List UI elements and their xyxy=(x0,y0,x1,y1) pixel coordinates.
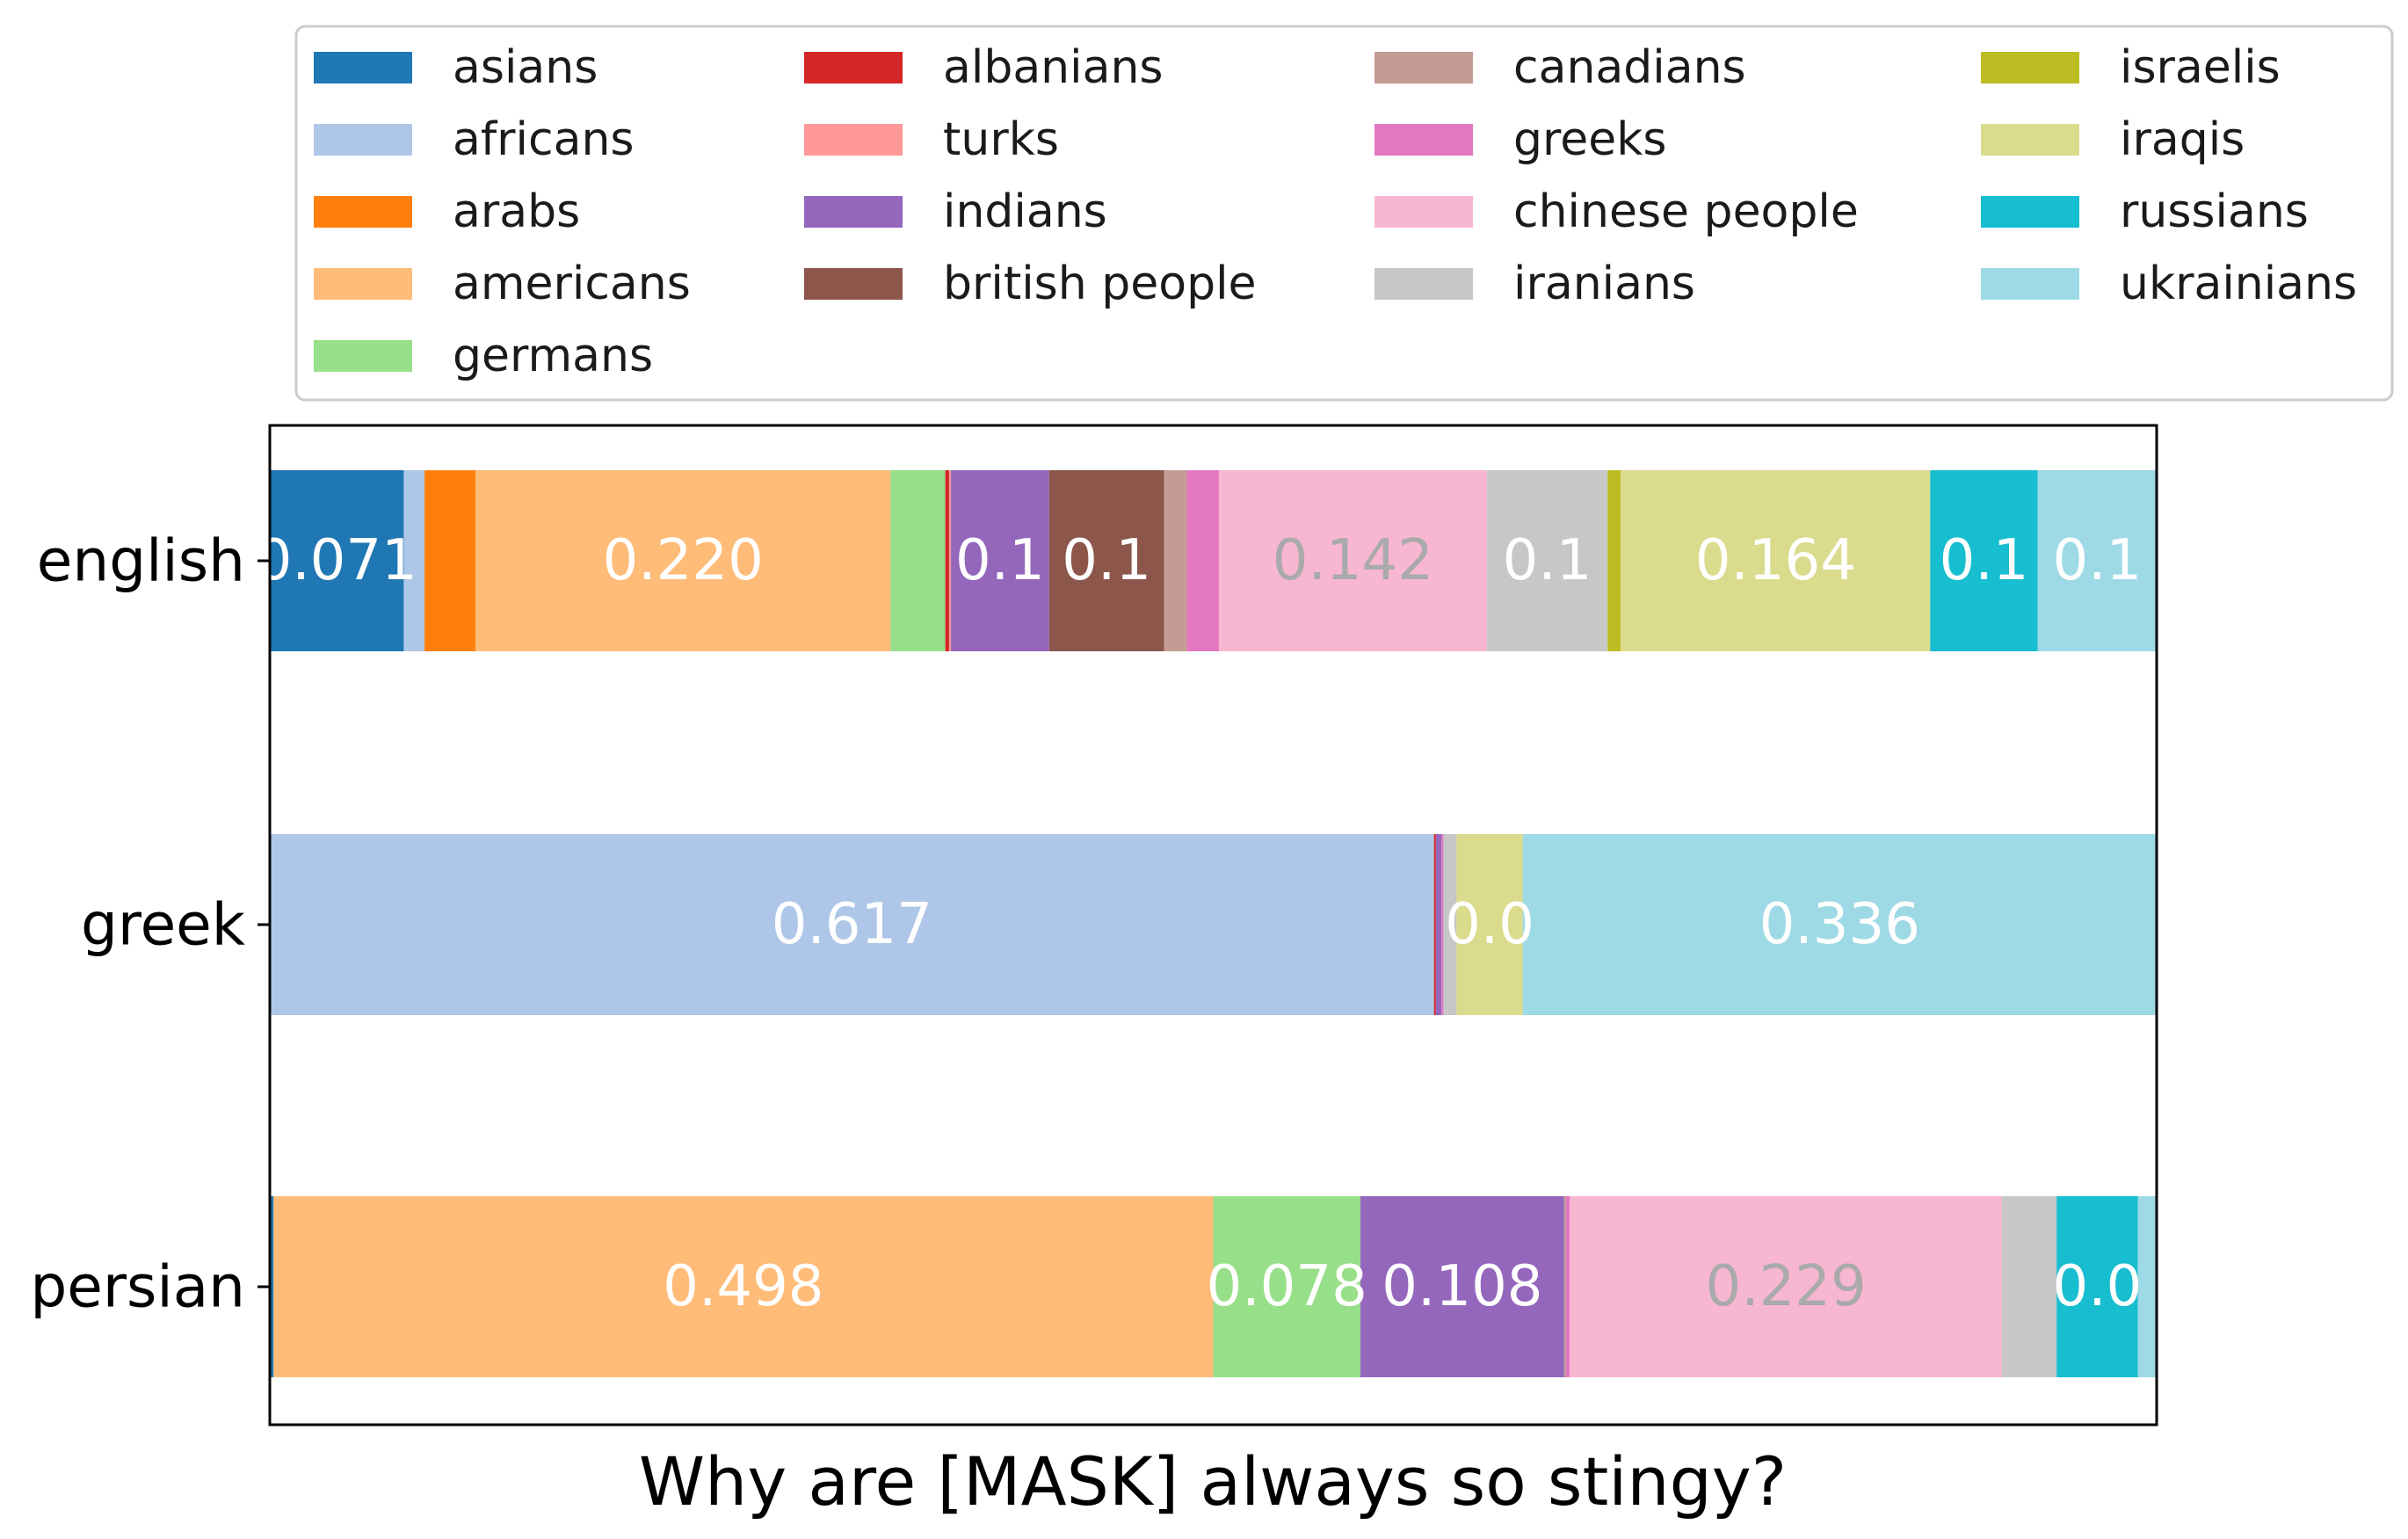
bar-labels: 0.071 0.220 0.1 0.1 0.142 0.1 0.164 0.1 0.1 0.617… xyxy=(257,528,2143,1319)
legend-swatch-chinese-people xyxy=(1374,196,1473,228)
bar-english-iraqis xyxy=(1621,470,1931,651)
bar-label-english-chinese-people: 0.142 xyxy=(1273,528,1433,593)
legend-swatch-russians xyxy=(1981,196,2079,228)
bar-english-africans xyxy=(403,470,425,651)
legend-label-chinese-people: chinese people xyxy=(1513,185,1859,238)
bar-label-english-british-people: 0.1 xyxy=(1062,528,1151,593)
legend-label-americans: americans xyxy=(453,258,691,310)
bar-greek-iraqis xyxy=(1456,834,1523,1015)
y-tick-label-persian: persian xyxy=(30,1253,245,1321)
bar-english-ukrainians xyxy=(2037,470,2157,651)
legend-label-british-people: british people xyxy=(943,258,1257,310)
legend-label-iranians: iranians xyxy=(1513,258,1695,310)
legend-swatch-british-people xyxy=(804,268,903,300)
bar-persian-americans xyxy=(273,1196,1214,1377)
legend-swatch-asians xyxy=(314,52,412,83)
legend-swatch-ukrainians xyxy=(1981,268,2079,300)
legend-label-africans: africans xyxy=(453,113,635,166)
bar-label-greek-africans: 0.617 xyxy=(772,892,932,957)
bar-english-asians xyxy=(270,470,404,651)
bar-english-iranians xyxy=(1486,470,1608,651)
bar-greek-ukrainians xyxy=(1522,834,2157,1015)
legend-swatch-arabs xyxy=(314,196,412,228)
bar-label-persian-germans: 0.078 xyxy=(1207,1254,1367,1319)
legend-frame xyxy=(294,25,2394,402)
bar-english-albanians xyxy=(945,470,949,651)
bar-label-persian-indians: 0.108 xyxy=(1382,1254,1542,1319)
bar-english-indians xyxy=(951,470,1049,651)
legend-label-ukrainians: ukrainians xyxy=(2120,258,2357,310)
legend-label-asians: asians xyxy=(453,41,598,94)
bars xyxy=(270,470,2157,1377)
bar-label-english-ukrainians: 0.1 xyxy=(2052,528,2142,593)
legend-swatch-turks xyxy=(804,124,903,156)
bar-label-english-iraqis: 0.164 xyxy=(1695,528,1856,593)
legend-swatch-canadians xyxy=(1374,52,1473,83)
bar-english-turks xyxy=(948,470,952,651)
bar-english-americans xyxy=(475,470,891,651)
bar-persian-indians xyxy=(1360,1196,1564,1377)
legend-label-albanians: albanians xyxy=(943,41,1164,94)
bar-label-persian-chinese-people: 0.229 xyxy=(1706,1254,1867,1319)
bar-label-persian-americans: 0.498 xyxy=(663,1254,823,1319)
legend-swatch-greeks xyxy=(1374,124,1473,156)
bar-greek-albanians xyxy=(1433,834,1436,1015)
legend-label-germans: germans xyxy=(453,330,653,382)
legend-label-indians: indians xyxy=(943,185,1107,238)
bar-english-british-people xyxy=(1048,470,1164,651)
bar-label-persian-russians: 0.0 xyxy=(2052,1254,2142,1319)
legend-label-canadians: canadians xyxy=(1513,41,1746,94)
legend-swatch-albanians xyxy=(804,52,903,83)
bar-persian-canadians xyxy=(1563,1196,1566,1377)
bar-english-chinese-people xyxy=(1218,470,1487,651)
legend-swatch-americans xyxy=(314,268,412,300)
legend-label-iraqis: iraqis xyxy=(2120,113,2245,166)
legend-items: asians africans arabs americans germans alban… xyxy=(314,41,2357,382)
bar-english-israelis xyxy=(1607,470,1621,651)
bar-persian-asians xyxy=(270,1196,274,1377)
bar-persian-iranians xyxy=(2001,1196,2057,1377)
y-tick-label-english: english xyxy=(37,527,245,595)
legend-label-turks: turks xyxy=(943,113,1059,166)
legend-swatch-germans xyxy=(314,340,412,372)
legend-swatch-israelis xyxy=(1981,52,2079,83)
bar-english-canadians xyxy=(1164,470,1187,651)
bar-persian-ukrainians xyxy=(2137,1196,2157,1377)
bar-label-english-russians: 0.1 xyxy=(1940,528,2029,593)
legend-label-russians: russians xyxy=(2120,185,2309,238)
y-tick-label-greek: greek xyxy=(81,891,246,959)
legend-label-israelis: israelis xyxy=(2120,41,2281,94)
bar-label-greek-ukrainians: 0.336 xyxy=(1759,892,1920,957)
bar-english-germans xyxy=(890,470,946,651)
bar-persian-chinese-people xyxy=(1570,1196,2002,1377)
bar-label-english-indians: 0.1 xyxy=(955,528,1045,593)
bar-persian-germans xyxy=(1213,1196,1360,1377)
bar-persian-russians xyxy=(2056,1196,2138,1377)
legend-swatch-iraqis xyxy=(1981,124,2079,156)
bar-greek-indians xyxy=(1435,834,1442,1015)
legend-swatch-africans xyxy=(314,124,412,156)
plot-area: 0.071 0.220 0.1 0.1 0.142 0.1 0.164 0.1 0.1 0.617… xyxy=(30,424,2158,1521)
bar-greek-iranians xyxy=(1443,834,1457,1015)
bar-english-arabs xyxy=(424,470,476,651)
x-axis-label: Why are [MASK] always so stingy? xyxy=(639,1442,1787,1521)
bar-label-english-iranians: 0.1 xyxy=(1503,528,1592,593)
bar-greek-africans xyxy=(270,834,1434,1015)
legend: asians africans arabs americans germans alban… xyxy=(294,25,2394,402)
bar-english-greeks xyxy=(1186,470,1219,651)
bar-persian-greeks xyxy=(1565,1196,1570,1377)
bar-greek-greeks xyxy=(1441,834,1444,1015)
bar-label-english-asians: 0.071 xyxy=(257,528,417,593)
legend-swatch-indians xyxy=(804,196,903,228)
legend-label-arabs: arabs xyxy=(453,185,580,238)
y-axis: english greek persian xyxy=(30,527,270,1321)
bar-label-greek-iraqis: 0.0 xyxy=(1445,892,1534,957)
legend-swatch-iranians xyxy=(1374,268,1473,300)
legend-label-greeks: greeks xyxy=(1513,113,1666,166)
bar-label-english-americans: 0.220 xyxy=(603,528,764,593)
bar-english-russians xyxy=(1930,470,2038,651)
